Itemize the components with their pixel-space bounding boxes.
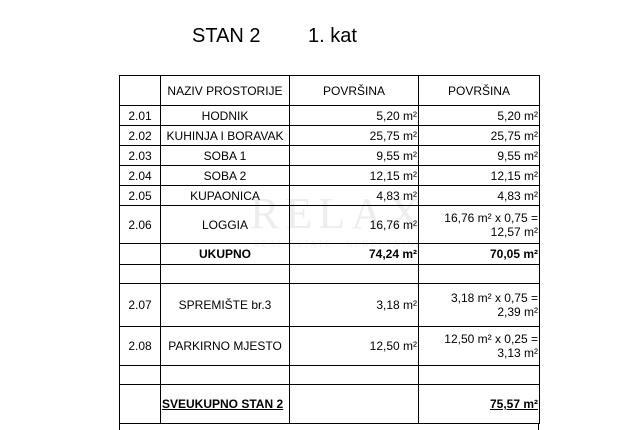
room-name: LOGGIA (160, 205, 290, 244)
room-name: PARKIRNO MJESTO (160, 326, 290, 366)
net-result: 2,39 m² (497, 305, 538, 319)
table-row: 2.03 SOBA 1 9,55 m² 9,55 m² (119, 145, 540, 166)
room-area: 12,15 m² (289, 165, 419, 186)
table-row: 2.08 PARKIRNO MJESTO 12,50 m² 12,50 m² x… (119, 326, 540, 366)
room-area: 9,55 m² (289, 145, 419, 166)
room-net-area: 3,18 m² x 0,75 = 2,39 m² (418, 283, 540, 327)
room-area: 3,18 m² (289, 283, 419, 327)
room-net-area: 12,50 m² x 0,25 = 3,13 m² (418, 326, 540, 366)
room-net-area: 5,20 m² (418, 105, 540, 126)
empty-row (119, 264, 540, 284)
room-name: SOBA 2 (160, 165, 290, 186)
table-continuation (119, 424, 539, 430)
empty-cell (119, 384, 161, 424)
subtotal-net-area: 70,05 m² (418, 243, 540, 265)
room-net-area: 4,83 m² (418, 185, 540, 206)
empty-row (119, 365, 540, 385)
room-name: SPREMIŠTE br.3 (160, 283, 290, 327)
empty-cell (289, 384, 419, 424)
room-no: 2.06 (119, 205, 161, 244)
room-name: HODNIK (160, 105, 290, 126)
table-row: 2.05 KUPAONICA 4,83 m² 4,83 m² (119, 185, 540, 206)
header-name: NAZIV PROSTORIJE (160, 75, 290, 106)
table-row: 2.07 SPREMIŠTE br.3 3,18 m² 3,18 m² x 0,… (119, 283, 540, 327)
room-no: 2.03 (119, 145, 161, 166)
total-net-area: 75,57 m² (418, 384, 540, 424)
net-formula: 16,76 m² x 0,75 = (444, 210, 538, 225)
subtotal-area: 74,24 m² (289, 243, 419, 265)
table-row: 2.04 SOBA 2 12,15 m² 12,15 m² (119, 165, 540, 186)
header-net-area: POVRŠINA (418, 75, 540, 106)
net-formula: 3,18 m² x 0,75 = (450, 291, 538, 305)
room-no: 2.05 (119, 185, 161, 206)
apartment-title: STAN 2 (192, 25, 261, 47)
total-label: SVEUKUPNO STAN 2 (160, 384, 290, 424)
room-name: KUPAONICA (160, 185, 290, 206)
net-result: 3,13 m² (497, 346, 538, 360)
room-area: 25,75 m² (289, 125, 419, 146)
room-no: 2.04 (119, 165, 161, 186)
empty-cell (119, 243, 161, 265)
room-no: 2.01 (119, 105, 161, 126)
table-row: 2.02 KUHINJA I BORAVAK 25,75 m² 25,75 m² (119, 125, 540, 146)
header-area: POVRŠINA (289, 75, 419, 106)
room-net-area: 12,15 m² (418, 165, 540, 186)
room-name: SOBA 1 (160, 145, 290, 166)
room-area: 12,50 m² (289, 326, 419, 366)
total-row: SVEUKUPNO STAN 2 75,57 m² (119, 384, 540, 424)
net-formula: 12,50 m² x 0,25 = (444, 332, 538, 346)
table-row: 2.01 HODNIK 5,20 m² 5,20 m² (119, 105, 540, 126)
table-header: NAZIV PROSTORIJE POVRŠINA POVRŠINA (119, 75, 540, 106)
header-no (119, 75, 161, 106)
room-net-area: 9,55 m² (418, 145, 540, 166)
room-no: 2.07 (119, 283, 161, 327)
room-no: 2.08 (119, 326, 161, 366)
room-area: 4,83 m² (289, 185, 419, 206)
subtotal-row: UKUPNO 74,24 m² 70,05 m² (119, 243, 540, 265)
room-area: 5,20 m² (289, 105, 419, 126)
room-area: 16,76 m² (289, 205, 419, 244)
net-result: 12,57 m² (490, 224, 538, 239)
room-no: 2.02 (119, 125, 161, 146)
table-row: 2.06 LOGGIA 16,76 m² 16,76 m² x 0,75 = 12… (119, 205, 540, 244)
room-name: KUHINJA I BORAVAK (160, 125, 290, 146)
room-net-area: 16,76 m² x 0,75 = 12,57 m² (418, 205, 540, 244)
floor-label: 1. kat (308, 25, 357, 47)
subtotal-label: UKUPNO (160, 243, 290, 265)
room-area-table: NAZIV PROSTORIJE POVRŠINA POVRŠINA 2.01 … (119, 75, 540, 424)
room-net-area: 25,75 m² (418, 125, 540, 146)
